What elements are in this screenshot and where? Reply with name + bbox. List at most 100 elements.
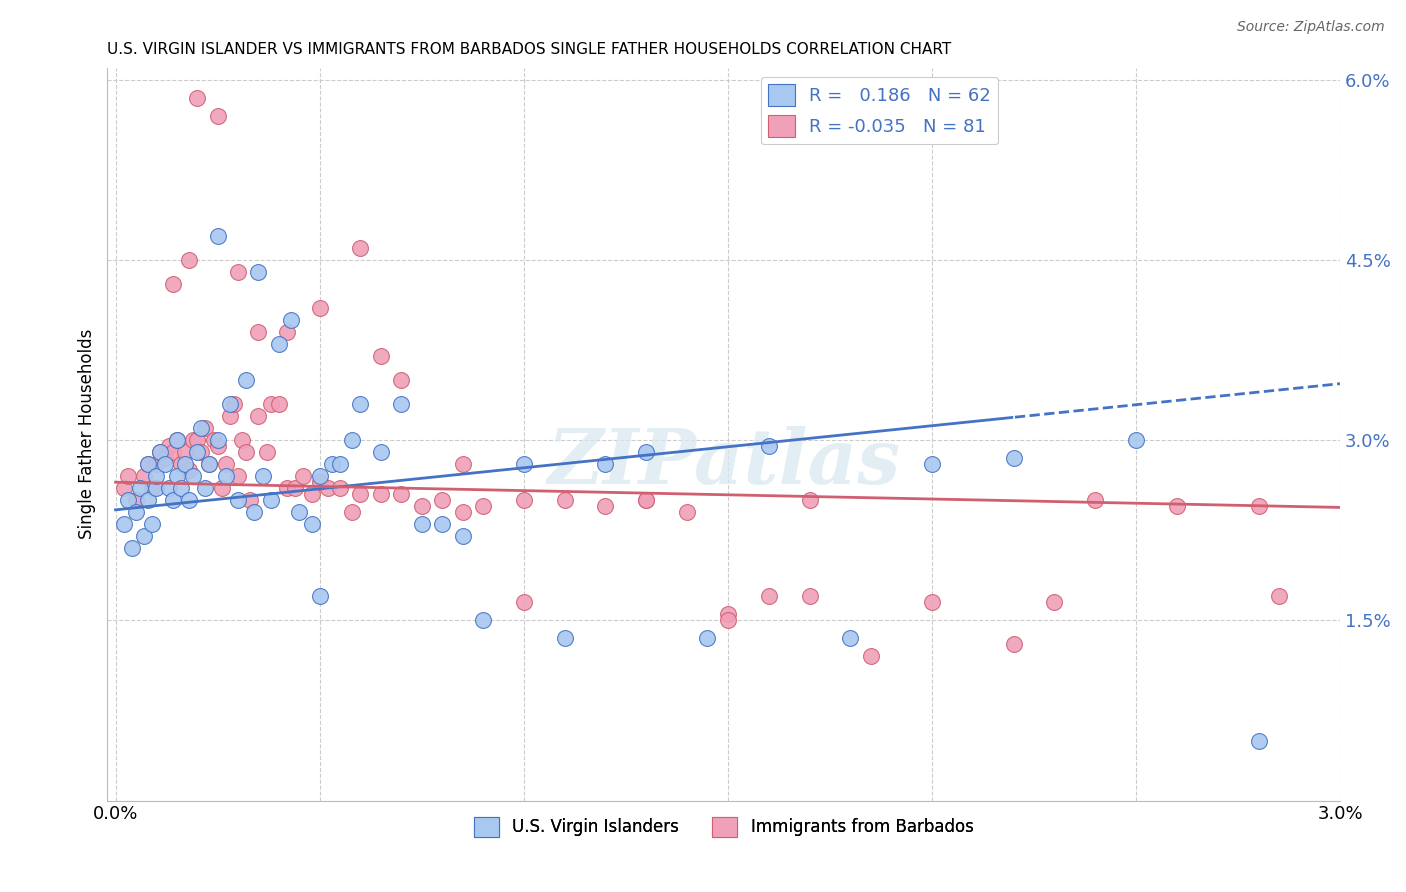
Point <box>194 481 217 495</box>
Point <box>174 445 197 459</box>
Point <box>207 433 229 447</box>
Point <box>247 325 270 339</box>
Point <box>276 325 298 339</box>
Point <box>256 445 278 459</box>
Point <box>308 590 330 604</box>
Point <box>799 590 821 604</box>
Point <box>696 632 718 646</box>
Point <box>329 457 352 471</box>
Point <box>342 433 364 447</box>
Point <box>207 109 229 123</box>
Point <box>513 493 536 508</box>
Point <box>676 505 699 519</box>
Point <box>859 649 882 664</box>
Point <box>186 433 208 447</box>
Point <box>554 493 576 508</box>
Point <box>389 373 412 387</box>
Point <box>430 493 453 508</box>
Point <box>125 493 148 508</box>
Point <box>226 469 249 483</box>
Point <box>1002 451 1025 466</box>
Point <box>190 445 212 459</box>
Point <box>921 457 943 471</box>
Point <box>636 445 658 459</box>
Point <box>117 469 139 483</box>
Point <box>349 241 371 255</box>
Point <box>595 457 617 471</box>
Point <box>222 397 245 411</box>
Point <box>513 457 536 471</box>
Point <box>207 228 229 243</box>
Point <box>799 493 821 508</box>
Legend: U.S. Virgin Islanders, Immigrants from Barbados: U.S. Virgin Islanders, Immigrants from B… <box>467 810 980 844</box>
Point <box>134 529 156 543</box>
Point <box>170 457 193 471</box>
Point <box>389 397 412 411</box>
Point <box>136 493 159 508</box>
Point <box>129 481 152 495</box>
Point <box>636 493 658 508</box>
Point <box>349 487 371 501</box>
Point <box>157 439 180 453</box>
Point <box>472 613 495 627</box>
Point <box>758 590 780 604</box>
Point <box>267 337 290 351</box>
Point <box>451 457 474 471</box>
Point <box>349 397 371 411</box>
Point <box>134 469 156 483</box>
Point <box>1043 595 1066 609</box>
Point <box>181 469 204 483</box>
Point <box>260 493 283 508</box>
Point <box>243 505 266 519</box>
Point <box>215 469 238 483</box>
Point <box>211 481 233 495</box>
Point <box>218 397 240 411</box>
Point <box>190 421 212 435</box>
Point <box>513 595 536 609</box>
Point <box>260 397 283 411</box>
Point <box>284 481 307 495</box>
Point <box>252 469 274 483</box>
Point <box>235 373 257 387</box>
Point <box>1166 500 1188 514</box>
Point <box>288 505 311 519</box>
Point <box>1002 637 1025 651</box>
Point <box>149 445 172 459</box>
Point <box>301 517 323 532</box>
Point <box>430 517 453 532</box>
Point <box>554 632 576 646</box>
Point <box>267 397 290 411</box>
Point <box>157 481 180 495</box>
Point <box>308 475 330 490</box>
Point <box>717 607 740 622</box>
Point <box>636 493 658 508</box>
Text: ZIPatlas: ZIPatlas <box>547 426 900 500</box>
Point <box>235 445 257 459</box>
Point <box>921 595 943 609</box>
Point <box>170 481 193 495</box>
Point <box>153 457 176 471</box>
Point <box>153 451 176 466</box>
Point <box>194 421 217 435</box>
Point <box>1125 433 1147 447</box>
Point <box>308 301 330 315</box>
Point <box>1247 733 1270 747</box>
Point <box>226 493 249 508</box>
Point <box>370 349 392 363</box>
Point <box>411 500 433 514</box>
Point <box>117 493 139 508</box>
Point <box>149 445 172 459</box>
Point <box>207 439 229 453</box>
Point <box>145 481 167 495</box>
Point <box>239 493 262 508</box>
Point <box>177 493 200 508</box>
Point <box>758 439 780 453</box>
Point <box>451 529 474 543</box>
Point <box>218 409 240 423</box>
Point <box>342 505 364 519</box>
Point <box>174 457 197 471</box>
Point <box>321 457 343 471</box>
Point <box>1084 493 1107 508</box>
Point <box>247 409 270 423</box>
Point <box>280 313 302 327</box>
